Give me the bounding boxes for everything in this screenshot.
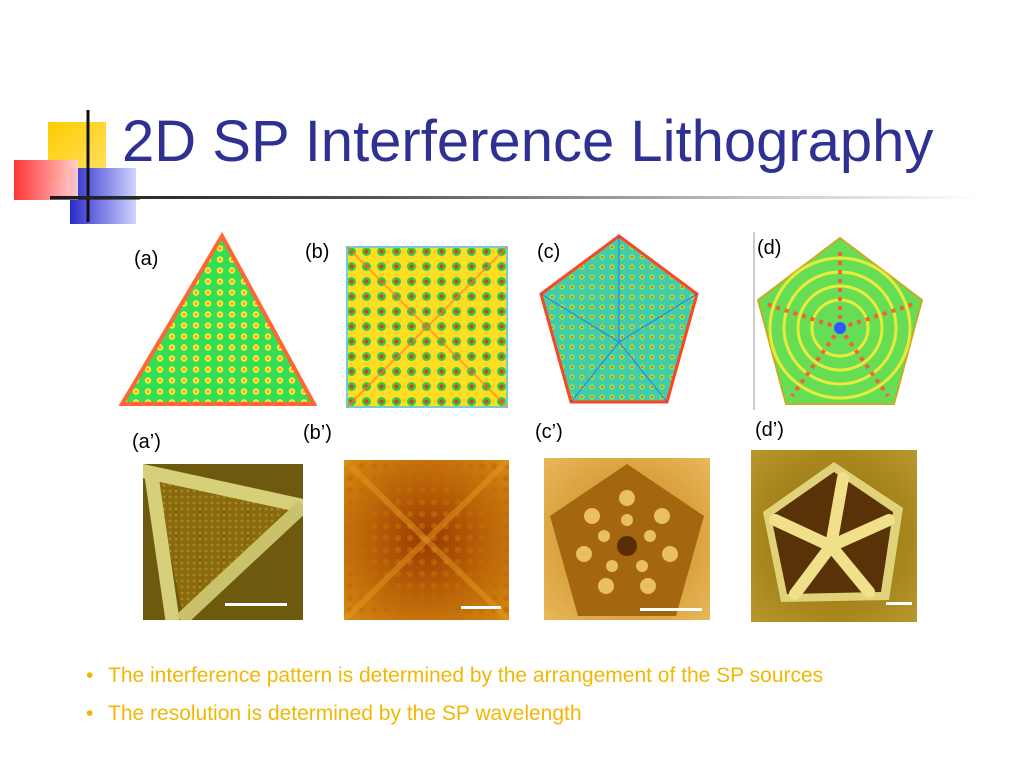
panel-label-c-prime: (c’) <box>535 421 563 443</box>
bullet-item: The interference pattern is determined b… <box>84 664 823 688</box>
simulation-triangle <box>118 232 318 406</box>
scale-bar <box>461 606 501 609</box>
simulation-pentagon-rings <box>753 232 924 410</box>
scale-bar <box>225 603 287 606</box>
bullet-list: The interference pattern is determined b… <box>84 664 823 740</box>
red-square <box>14 160 78 200</box>
panel-label-d-prime: (d’) <box>755 419 784 441</box>
panel-label-b-prime: (b’) <box>303 422 332 444</box>
corner-decoration <box>14 110 140 224</box>
afm-image-triangle <box>143 464 303 620</box>
title-underline <box>50 196 980 199</box>
panel-label-d: (d) <box>757 237 782 259</box>
afm-image-pentagon <box>544 458 710 620</box>
simulation-square <box>346 246 508 408</box>
panel-label-a: (a) <box>134 248 159 270</box>
simulation-pentagon <box>539 234 699 404</box>
afm-image-square <box>344 460 509 620</box>
page-title: 2D SP Interference Lithography <box>122 109 934 174</box>
scale-bar <box>886 602 912 605</box>
panel-label-a-prime: (a’) <box>132 431 161 453</box>
panel-label-c: (c) <box>537 241 561 263</box>
afm-image-pentagon-star <box>751 450 917 622</box>
panel-label-b: (b) <box>305 241 330 263</box>
scale-bar <box>640 608 702 611</box>
bullet-item: The resolution is determined by the SP w… <box>84 702 823 726</box>
